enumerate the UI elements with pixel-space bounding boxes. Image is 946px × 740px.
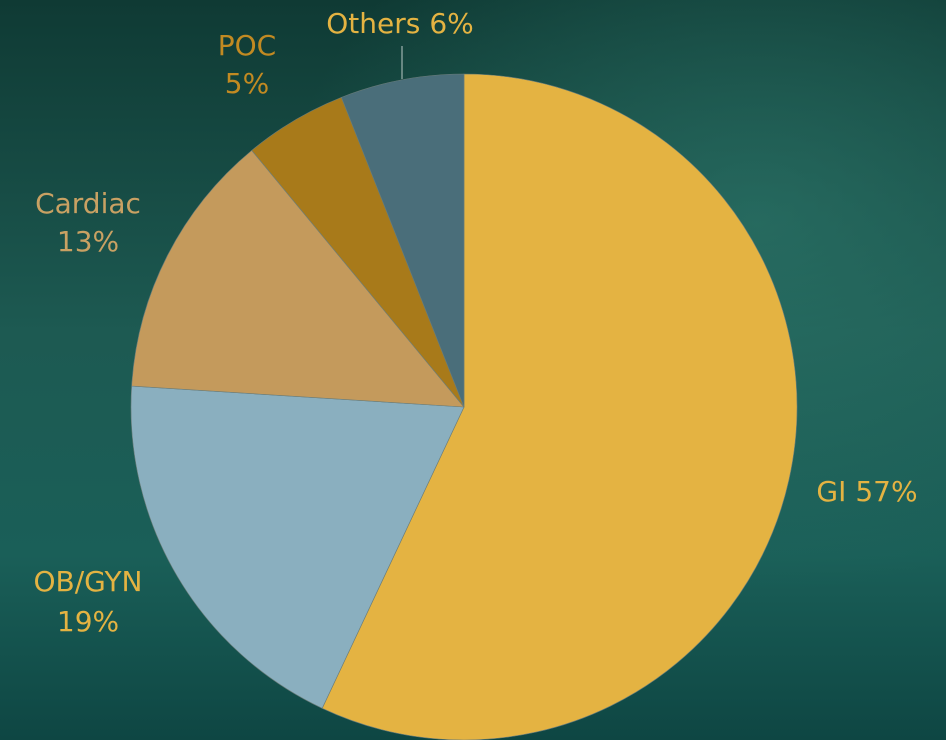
category-name: Others [326,7,420,40]
category-name: GI [816,475,846,508]
data-label: GI 57% [816,475,917,508]
data-label: Others 6% [326,7,474,40]
pie [131,74,797,740]
category-name: Cardiac [35,187,141,220]
value-label: 5% [225,67,269,100]
value-label: 57% [855,475,917,508]
category-name: OB/GYN [33,565,142,598]
value-label: 13% [57,225,119,258]
page: GI57%OB/GYN19%Cardiac13%POC5%Others6% ((… [0,0,946,740]
value-label: 19% [57,605,119,638]
value-label: 6% [429,7,473,40]
chart: GI 57% OB/GYN 19% Cardiac 13% POC 5% Others 6% [0,0,946,740]
category-name: POC [218,29,276,62]
